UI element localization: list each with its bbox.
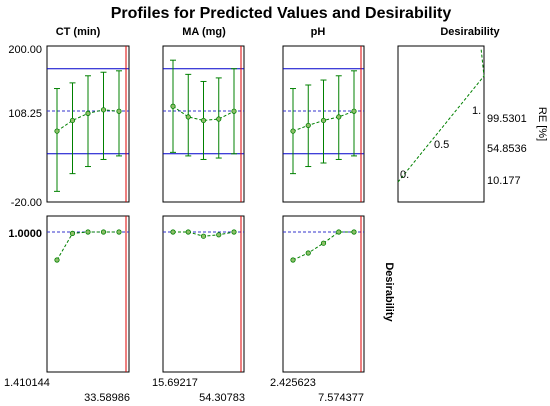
- y-tick-mid: 108.25: [8, 108, 42, 120]
- desirability-point-ph-4: [351, 229, 357, 235]
- desirability-point-ph-2: [320, 240, 327, 246]
- desirability-point-ma-4: [231, 229, 237, 235]
- desirability-point-ph-1: [305, 250, 311, 256]
- response-point-ma-4: [231, 108, 237, 114]
- desirability-point-ct-4: [116, 229, 122, 235]
- desirability-point-ct-0: [54, 257, 60, 263]
- x-label-ma-max: 54.30783: [199, 392, 245, 404]
- desirability-point-ma-1: [185, 229, 191, 235]
- desirability-point-ma-3: [216, 232, 222, 238]
- response-point-ph-3: [336, 114, 342, 120]
- y-tick-bottom: -20.00: [11, 197, 42, 209]
- figure-title: Profiles for Predicted Values and Desira…: [111, 5, 452, 22]
- response-point-ct-4: [116, 108, 122, 114]
- response-point-ct-0: [54, 128, 60, 134]
- column-header-desirability: Desirability: [440, 26, 500, 38]
- desirability-y-tick: 1.0000: [8, 228, 42, 240]
- response-point-ma-0: [170, 103, 176, 109]
- response-point-ph-0: [290, 128, 296, 134]
- response-point-ph-2: [320, 117, 327, 124]
- response-point-ph-1: [305, 122, 311, 129]
- desirability-point-ct-3: [100, 229, 107, 235]
- x-label-ph-max: 7.574377: [318, 392, 364, 404]
- desirability-point-ph-3: [336, 229, 342, 235]
- response-point-ma-3: [216, 116, 222, 122]
- desirability-function-x-label-1: 0.5: [434, 139, 449, 151]
- response-profile-panels: [46, 45, 365, 203]
- desirability-panel-frame-ma: [162, 215, 245, 373]
- desirability-point-ma-2: [200, 233, 207, 239]
- x-label-ma-min: 15.69217: [152, 377, 198, 389]
- desirability-profile-line-ph: [292, 231, 354, 261]
- desirability-function-panel: 0. 0.5 1. 99.5301 54.8536 10.177: [397, 45, 527, 203]
- column-header-ma: MA (mg): [182, 26, 226, 38]
- desirability-point-ct-2: [85, 229, 91, 235]
- response-panel-frame-ph: [282, 45, 365, 203]
- response-point-ct-1: [69, 117, 76, 124]
- response-point-ct-2: [85, 110, 91, 116]
- desirability-point-ph-0: [290, 257, 296, 263]
- desirability-panel-frame-ph: [282, 215, 365, 373]
- column-header-ct: CT (min): [56, 26, 101, 38]
- x-label-ct-max: 33.58986: [84, 392, 130, 404]
- desirability-function-x-label-2: 1.: [472, 105, 481, 117]
- desirability-function-x-label-0: 0.: [400, 169, 409, 181]
- desirability-function-curve: [397, 47, 485, 183]
- y-tick-top: 200.00: [8, 44, 42, 56]
- desirability-axis-label: Desirability: [383, 262, 395, 322]
- response-value-label-2: 10.177: [487, 175, 521, 187]
- response-axis-label: RE [%]: [536, 107, 548, 141]
- desirability-point-ct-1: [69, 230, 76, 236]
- response-profile-line-ma: [172, 105, 235, 121]
- desirability-profile-panels: [46, 215, 365, 373]
- response-value-label-1: 54.8536: [487, 143, 527, 155]
- response-value-label-0: 99.5301: [487, 113, 527, 125]
- column-header-ph: pH: [311, 26, 326, 38]
- response-point-ma-1: [185, 114, 191, 120]
- desirability-function-frame: [397, 45, 485, 203]
- response-point-ct-3: [100, 107, 107, 113]
- desirability-panel-frame-ct: [46, 215, 130, 373]
- desirability-point-ma-0: [170, 229, 176, 235]
- response-point-ma-2: [200, 117, 207, 124]
- response-point-ph-4: [351, 108, 357, 114]
- x-label-ct-min: 1.410144: [4, 377, 50, 389]
- x-label-ph-min: 2.425623: [270, 377, 316, 389]
